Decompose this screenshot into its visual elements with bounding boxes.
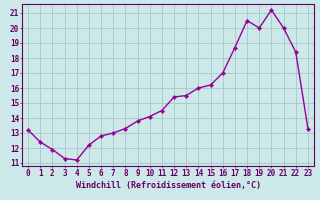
X-axis label: Windchill (Refroidissement éolien,°C): Windchill (Refroidissement éolien,°C): [76, 181, 260, 190]
